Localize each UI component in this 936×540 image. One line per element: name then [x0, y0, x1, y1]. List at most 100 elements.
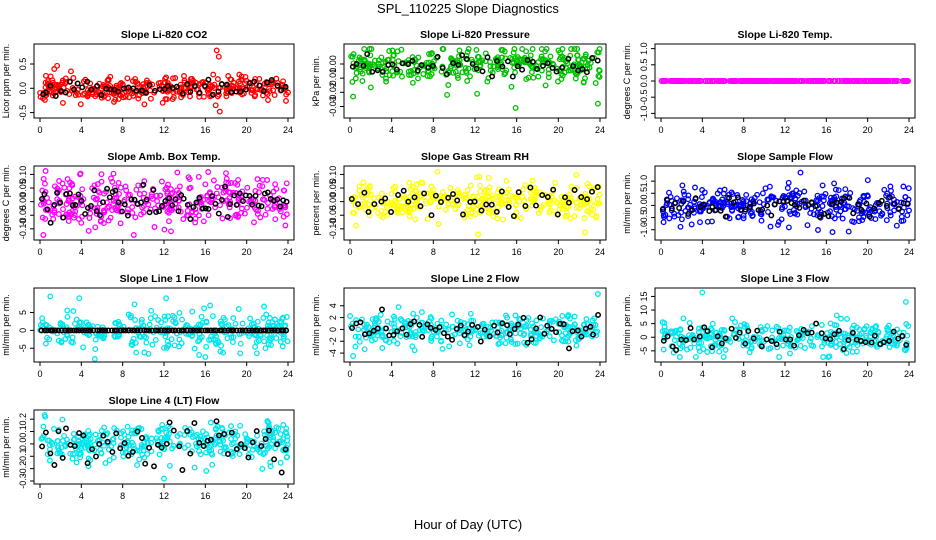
- data-point-secondary: [44, 206, 51, 213]
- x-tick-label: 24: [283, 491, 293, 501]
- x-tick-label: 16: [512, 369, 522, 379]
- data-point: [44, 437, 51, 444]
- data-point-secondary: [72, 201, 79, 208]
- data-point: [54, 196, 61, 203]
- panel-title: Slope Line 1 Flow: [120, 273, 210, 285]
- data-point: [264, 205, 271, 212]
- data-point: [54, 62, 61, 69]
- data-point-secondary: [63, 191, 70, 197]
- y-axis-label: degrees C per min.: [1, 165, 11, 242]
- data-point: [75, 216, 82, 222]
- data-point: [78, 319, 85, 326]
- data-point: [189, 308, 196, 315]
- data-point: [92, 431, 99, 438]
- x-tick-label: 20: [242, 247, 252, 257]
- data-point: [106, 457, 113, 464]
- data-point: [272, 316, 278, 323]
- data-point: [226, 429, 233, 436]
- data-point-secondary: [899, 333, 906, 339]
- y-tick-label: 2: [328, 315, 338, 320]
- data-point-secondary: [39, 195, 45, 202]
- data-point-secondary: [258, 443, 265, 450]
- data-point: [737, 78, 744, 84]
- data-point: [237, 350, 244, 357]
- data-point: [44, 451, 51, 458]
- data-point: [51, 66, 58, 72]
- data-point-secondary: [184, 201, 191, 208]
- data-point: [94, 195, 100, 202]
- data-point: [495, 341, 502, 347]
- data-point-secondary: [427, 324, 434, 331]
- data-point: [283, 314, 290, 320]
- data-point: [366, 46, 373, 52]
- data-point: [55, 337, 62, 344]
- data-point: [92, 336, 99, 343]
- data-point-secondary: [855, 201, 862, 208]
- data-point: [507, 192, 513, 199]
- x-tick-label: 12: [159, 369, 169, 379]
- data-point: [568, 183, 575, 190]
- data-point: [212, 426, 219, 433]
- data-point-secondary: [399, 325, 406, 332]
- data-point-secondary: [115, 88, 122, 95]
- data-point: [105, 95, 112, 102]
- data-point-secondary: [91, 187, 98, 194]
- data-point: [501, 48, 508, 55]
- data-point-secondary: [70, 327, 77, 334]
- data-point: [545, 70, 552, 77]
- data-point: [260, 92, 266, 99]
- data-point-secondary: [453, 325, 460, 332]
- data-point: [846, 78, 853, 84]
- data-point: [406, 71, 412, 78]
- data-point-secondary: [459, 52, 466, 59]
- data-point: [236, 85, 243, 92]
- data-point: [454, 187, 461, 194]
- data-point: [115, 179, 122, 186]
- data-point: [113, 427, 120, 434]
- data-point: [176, 183, 183, 190]
- data-point-secondary: [505, 204, 512, 210]
- data-point-secondary: [549, 64, 556, 71]
- data-point-secondary: [172, 327, 179, 334]
- data-point-secondary: [106, 194, 113, 201]
- y-tick-label: 0: [639, 335, 649, 340]
- x-tick-label: 8: [741, 369, 746, 379]
- data-point-secondary: [209, 91, 216, 98]
- data-point: [219, 184, 226, 191]
- data-point: [819, 343, 825, 350]
- x-tick-label: 16: [512, 125, 522, 135]
- data-point: [399, 73, 405, 80]
- data-point: [263, 311, 270, 318]
- data-point: [373, 315, 380, 322]
- data-point: [661, 327, 668, 334]
- data-point: [46, 457, 53, 464]
- data-point-secondary: [365, 208, 372, 215]
- data-point-secondary: [51, 201, 58, 208]
- data-point: [780, 342, 786, 349]
- data-point-secondary: [49, 327, 56, 334]
- data-point-secondary: [134, 428, 141, 435]
- data-point-secondary: [544, 322, 551, 329]
- data-point-outlier: [434, 168, 441, 175]
- data-point: [44, 334, 51, 341]
- data-point: [219, 426, 226, 433]
- data-point-secondary: [664, 197, 671, 204]
- data-point: [721, 200, 728, 206]
- data-point: [380, 59, 387, 66]
- data-point: [124, 75, 131, 82]
- data-point-secondary: [204, 327, 211, 334]
- data-point: [169, 312, 176, 319]
- data-point: [555, 47, 562, 54]
- data-point: [444, 91, 451, 98]
- x-tick-label: 4: [389, 369, 394, 379]
- data-point: [198, 313, 205, 320]
- data-point: [188, 209, 195, 216]
- data-point: [538, 56, 544, 63]
- data-point: [42, 72, 49, 79]
- data-point: [765, 208, 771, 215]
- data-point: [115, 318, 122, 325]
- data-point-secondary: [155, 327, 162, 334]
- data-point: [706, 200, 713, 207]
- data-point-secondary: [758, 343, 765, 350]
- data-point: [85, 227, 92, 234]
